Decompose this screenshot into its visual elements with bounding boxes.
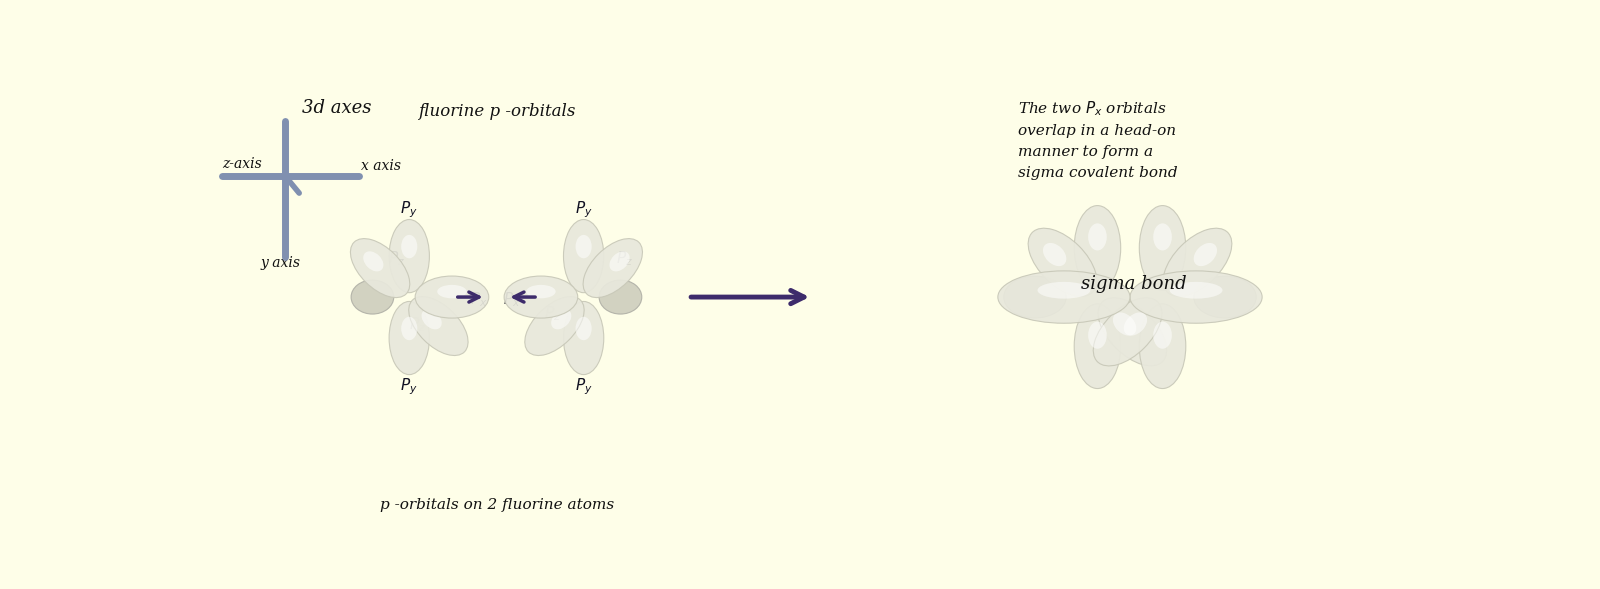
Ellipse shape bbox=[550, 309, 571, 329]
Ellipse shape bbox=[1003, 276, 1066, 318]
Ellipse shape bbox=[1098, 297, 1166, 366]
Ellipse shape bbox=[1043, 243, 1066, 266]
Text: $P_z$: $P_z$ bbox=[616, 250, 634, 268]
Text: $P_z$: $P_z$ bbox=[387, 250, 405, 268]
Text: $P_z$: $P_z$ bbox=[410, 315, 426, 334]
Ellipse shape bbox=[402, 317, 418, 340]
Ellipse shape bbox=[1163, 228, 1232, 296]
Ellipse shape bbox=[408, 296, 469, 356]
Text: $P_y$: $P_y$ bbox=[574, 376, 592, 396]
Ellipse shape bbox=[389, 220, 429, 293]
Ellipse shape bbox=[1154, 322, 1171, 349]
Ellipse shape bbox=[598, 280, 642, 314]
Ellipse shape bbox=[1088, 223, 1107, 250]
Ellipse shape bbox=[1139, 304, 1186, 389]
Ellipse shape bbox=[350, 280, 394, 314]
Text: $P_y$: $P_y$ bbox=[400, 199, 418, 220]
Ellipse shape bbox=[1029, 228, 1098, 296]
Text: The two $P_x$ orbitals
overlap in a head-on
manner to form a
sigma covalent bond: The two $P_x$ orbitals overlap in a head… bbox=[1018, 99, 1178, 180]
Ellipse shape bbox=[998, 271, 1130, 323]
Ellipse shape bbox=[582, 239, 643, 297]
Ellipse shape bbox=[1194, 243, 1218, 266]
Ellipse shape bbox=[1093, 297, 1162, 366]
Text: p -orbitals on 2 fluorine atoms: p -orbitals on 2 fluorine atoms bbox=[379, 498, 614, 512]
Ellipse shape bbox=[421, 309, 442, 329]
Text: $P_x$: $P_x$ bbox=[502, 291, 520, 309]
Ellipse shape bbox=[1154, 223, 1171, 250]
Ellipse shape bbox=[563, 220, 603, 293]
Ellipse shape bbox=[1194, 276, 1256, 318]
Text: $P_y$: $P_y$ bbox=[574, 199, 592, 220]
Text: $P_z$: $P_z$ bbox=[544, 305, 560, 323]
Text: 3d axes: 3d axes bbox=[302, 99, 371, 117]
Ellipse shape bbox=[1037, 282, 1090, 299]
Ellipse shape bbox=[1170, 282, 1222, 299]
Ellipse shape bbox=[1088, 322, 1107, 349]
Ellipse shape bbox=[350, 239, 410, 297]
Ellipse shape bbox=[402, 235, 418, 259]
Ellipse shape bbox=[525, 296, 584, 356]
Text: fluorine p -orbitals: fluorine p -orbitals bbox=[418, 103, 576, 120]
Ellipse shape bbox=[414, 276, 488, 318]
Ellipse shape bbox=[363, 252, 384, 272]
Ellipse shape bbox=[610, 252, 630, 272]
Ellipse shape bbox=[576, 235, 592, 259]
Ellipse shape bbox=[504, 276, 578, 318]
Text: $P_y$: $P_y$ bbox=[400, 376, 418, 396]
Text: y axis: y axis bbox=[261, 256, 301, 270]
Text: z-axis: z-axis bbox=[222, 157, 261, 171]
Text: $P_x$: $P_x$ bbox=[470, 291, 488, 309]
Ellipse shape bbox=[437, 285, 467, 298]
Ellipse shape bbox=[526, 285, 555, 298]
Ellipse shape bbox=[563, 302, 603, 375]
Text: x axis: x axis bbox=[362, 159, 402, 173]
Ellipse shape bbox=[1074, 304, 1120, 389]
Ellipse shape bbox=[1139, 206, 1186, 290]
Ellipse shape bbox=[1114, 312, 1136, 336]
Ellipse shape bbox=[1130, 271, 1262, 323]
Ellipse shape bbox=[1123, 312, 1147, 336]
Ellipse shape bbox=[1074, 206, 1120, 290]
Ellipse shape bbox=[576, 317, 592, 340]
Text: sigma bond: sigma bond bbox=[1082, 276, 1187, 293]
Ellipse shape bbox=[389, 302, 429, 375]
